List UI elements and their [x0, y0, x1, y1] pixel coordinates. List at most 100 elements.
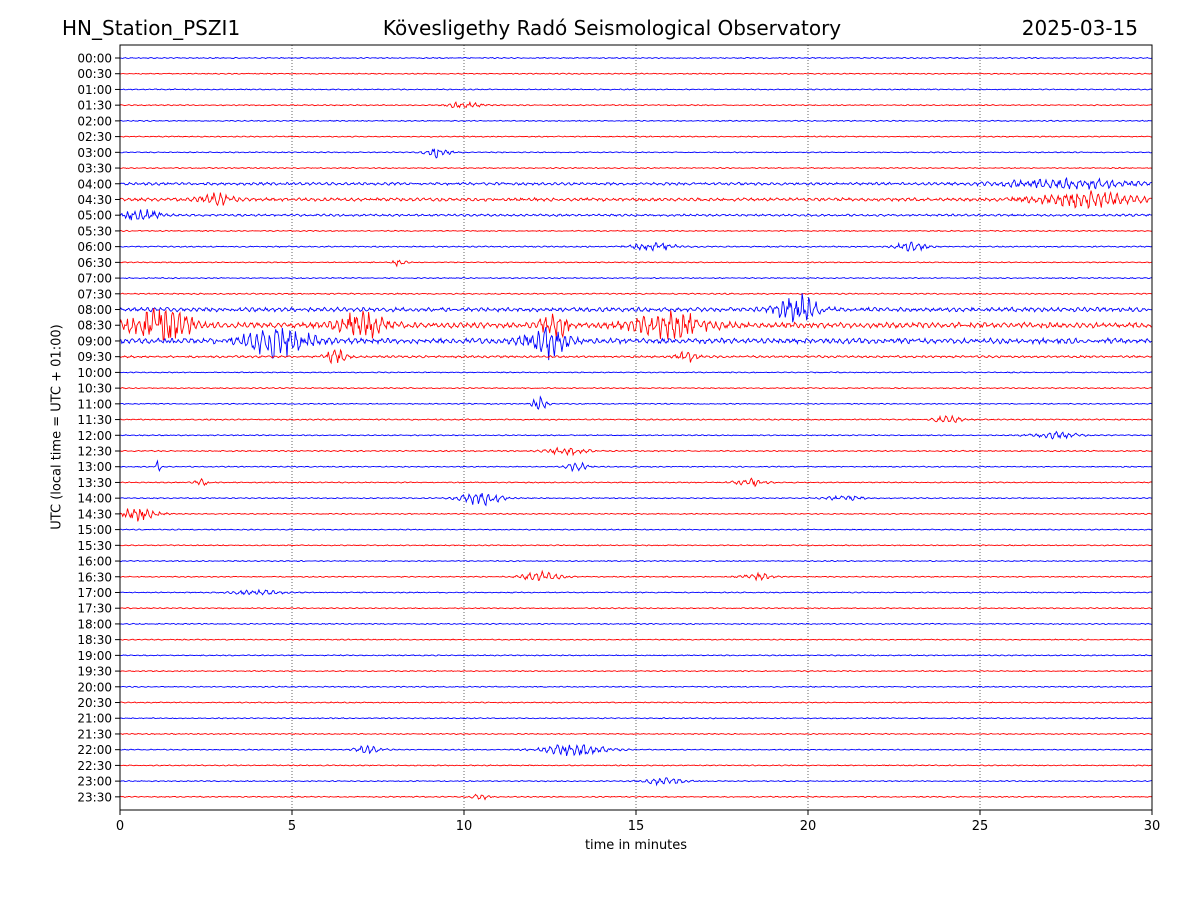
trace-0500 [119, 209, 1153, 221]
trace-0030 [119, 72, 1153, 75]
y-tick-label: 10:00 [77, 366, 112, 380]
y-tick-label: 01:30 [77, 99, 112, 113]
y-tick-label: 13:30 [77, 476, 112, 490]
trace-0130 [119, 100, 1153, 109]
y-tick-label: 19:00 [77, 649, 112, 663]
y-tick-label: 08:00 [77, 303, 112, 317]
trace-0730 [119, 292, 1153, 296]
x-axis-label: time in minutes [584, 838, 688, 853]
trace-1700 [119, 588, 1153, 596]
y-tick-label: 01:00 [77, 83, 112, 97]
y-tick-label: 11:00 [77, 397, 112, 411]
trace-0200 [119, 119, 1153, 122]
y-tick-label: 00:30 [77, 67, 112, 81]
y-tick-label: 18:30 [77, 633, 112, 647]
trace-1030 [119, 387, 1153, 390]
trace-0000 [119, 56, 1153, 60]
y-tick-label: 20:30 [77, 696, 112, 710]
trace-1330 [119, 477, 1153, 488]
trace-0900 [119, 327, 1153, 361]
y-tick-label: 04:30 [77, 193, 112, 207]
trace-0400 [119, 176, 1153, 190]
trace-2230 [119, 764, 1152, 767]
x-tick-label: 15 [628, 819, 645, 834]
observatory-title: Kövesligethy Radó Seismological Observat… [382, 16, 842, 40]
trace-0300 [119, 148, 1153, 159]
y-tick-label: 22:30 [77, 759, 112, 773]
trace-1400 [119, 492, 1153, 507]
y-tick-label: 18:00 [77, 617, 112, 631]
y-tick-label: 09:00 [77, 334, 112, 348]
y-tick-label: 04:00 [77, 177, 112, 191]
trace-2130 [119, 732, 1153, 736]
x-tick-label: 30 [1144, 819, 1161, 834]
y-tick-label: 15:30 [77, 539, 112, 553]
y-tick-label: 06:30 [77, 256, 112, 270]
y-tick-label: 06:00 [77, 240, 112, 254]
trace-1300 [119, 459, 1153, 473]
y-tick-label: 16:00 [77, 555, 112, 569]
y-tick-label: 21:30 [77, 727, 112, 741]
trace-1900 [119, 654, 1153, 657]
y-tick-label: 23:30 [77, 790, 112, 804]
trace-1430 [119, 508, 1153, 522]
x-tick-label: 0 [116, 819, 124, 834]
y-tick-label: 11:30 [77, 413, 112, 427]
trace-0800 [119, 293, 1153, 323]
y-tick-label: 23:00 [77, 775, 112, 789]
y-tick-label: 12:00 [77, 429, 112, 443]
y-tick-label: 02:30 [77, 130, 112, 144]
trace-2000 [119, 685, 1153, 688]
trace-2300 [119, 777, 1153, 787]
y-tick-label: 22:00 [77, 743, 112, 757]
x-tick-label: 25 [972, 819, 989, 834]
trace-1530 [119, 544, 1153, 547]
y-tick-label: 00:00 [77, 52, 112, 66]
y-tick-label: 17:30 [77, 602, 112, 616]
trace-1930 [119, 670, 1153, 673]
y-tick-label: 14:30 [77, 507, 112, 521]
chart-date: 2025-03-15 [1021, 16, 1138, 40]
y-tick-label: 15:00 [77, 523, 112, 537]
trace-0230 [119, 135, 1153, 138]
trace-0530 [119, 229, 1153, 233]
trace-1100 [119, 395, 1153, 410]
y-axis-label: UTC (local time = UTC + 01:00) [49, 324, 65, 530]
trace-0930 [119, 348, 1153, 365]
trace-0330 [119, 166, 1153, 170]
x-tick-label: 20 [800, 819, 817, 834]
trace-1800 [119, 622, 1153, 626]
trace-1230 [119, 446, 1153, 457]
station-name: HN_Station_PSZI1 [62, 16, 241, 40]
trace-2330 [119, 793, 1153, 801]
trace-0430 [119, 190, 1153, 210]
trace-1730 [119, 607, 1153, 610]
y-tick-label: 03:00 [77, 146, 112, 160]
trace-1200 [119, 430, 1153, 440]
trace-0600 [119, 241, 1153, 252]
x-tick-label: 5 [288, 819, 296, 834]
trace-1130 [119, 414, 1153, 424]
y-tick-label: 02:00 [77, 114, 112, 128]
y-tick-label: 10:30 [77, 382, 112, 396]
y-tick-label: 16:30 [77, 570, 112, 584]
trace-1630 [119, 569, 1153, 582]
plot-frame [119, 44, 1153, 811]
y-tick-label: 20:00 [77, 680, 112, 694]
y-tick-label: 17:00 [77, 586, 112, 600]
grid-lines [291, 45, 981, 810]
trace-2030 [119, 701, 1153, 704]
trace-2100 [119, 717, 1153, 720]
y-tick-label: 08:30 [77, 319, 112, 333]
trace-1830 [119, 638, 1153, 641]
y-tick-label: 07:30 [77, 287, 112, 301]
y-tick-label: 05:00 [77, 209, 112, 223]
y-tick-label: 13:00 [77, 460, 112, 474]
y-tick-label: 14:00 [77, 492, 112, 506]
y-tick-label: 07:00 [77, 272, 112, 286]
trace-1600 [119, 559, 1153, 563]
y-tick-label: 05:30 [77, 224, 112, 238]
y-tick-label: 19:30 [77, 665, 112, 679]
trace-1500 [119, 528, 1153, 531]
